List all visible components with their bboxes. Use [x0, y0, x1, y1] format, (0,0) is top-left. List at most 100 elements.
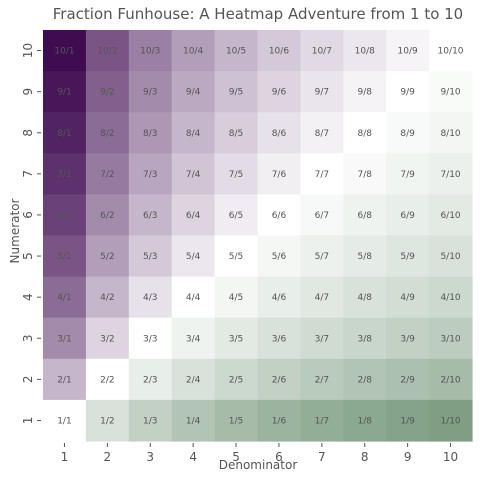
- cell-label-6-2: 6/2: [100, 211, 114, 221]
- heatmap-cell-8-8: [343, 112, 387, 154]
- cell-label-4-5: 4/5: [229, 293, 243, 303]
- heatmap-cell-8-5: [214, 112, 259, 154]
- cell-label-3-7: 3/7: [315, 334, 329, 344]
- heatmap-cell-7-7: [300, 153, 344, 195]
- heatmap-cell-5-4: [171, 235, 216, 278]
- heatmap-cell-5-2: [85, 235, 130, 278]
- x-tick-label-1: 1: [61, 450, 69, 464]
- cell-label-1-6: 1/6: [272, 416, 287, 426]
- y-axis-label: Numerator: [8, 198, 22, 263]
- cell-label-1-9: 1/9: [400, 416, 415, 426]
- heatmap-cell-3-9: [386, 317, 430, 360]
- heatmap-cell-3-7: [300, 317, 344, 360]
- cell-label-10-9: 10/9: [398, 47, 418, 57]
- cell-label-6-5: 6/5: [229, 211, 243, 221]
- cell-label-4-3: 4/3: [143, 293, 157, 303]
- heatmap-cell-3-2: [85, 317, 130, 360]
- heatmap-cell-9-9: [386, 71, 430, 113]
- cell-label-4-10: 4/10: [440, 293, 460, 303]
- heatmap-cell-9-7: [300, 71, 344, 113]
- heatmap-cell-8-9: [386, 112, 430, 154]
- cell-label-5-10: 5/10: [440, 252, 460, 262]
- cell-label-4-2: 4/2: [100, 293, 114, 303]
- heatmap-cell-3-4: [171, 317, 216, 360]
- cell-label-10-5: 10/5: [226, 47, 246, 57]
- heatmap-cell-9-5: [214, 71, 259, 113]
- cell-label-2-6: 2/6: [272, 375, 287, 385]
- heatmap-cell-6-6: [257, 194, 301, 237]
- cell-label-1-2: 1/2: [100, 416, 114, 426]
- heatmap-cell-4-5: [214, 276, 259, 319]
- heatmap-cell-10-5: [214, 30, 259, 72]
- cell-label-8-3: 8/3: [143, 129, 157, 139]
- heatmap-cell-2-10: [429, 358, 473, 401]
- heatmap-cell-4-1: [43, 276, 87, 319]
- heatmap-cell-5-3: [128, 235, 173, 278]
- heatmap-cell-1-10: [429, 399, 473, 442]
- heatmap-cell-7-2: [85, 153, 130, 195]
- heatmap-cell-3-10: [429, 317, 473, 360]
- cell-label-3-4: 3/4: [186, 334, 201, 344]
- heatmap-cell-1-9: [386, 399, 430, 442]
- chart-title: Fraction Funhouse: A Heatmap Adventure f…: [53, 5, 463, 23]
- heatmap-cell-9-10: [429, 71, 473, 113]
- cell-label-4-6: 4/6: [272, 293, 287, 303]
- cell-label-3-1: 3/1: [57, 334, 71, 344]
- cell-label-5-7: 5/7: [315, 252, 329, 262]
- cell-label-7-10: 7/10: [440, 170, 460, 180]
- heatmap-cell-4-2: [85, 276, 130, 319]
- cell-label-1-1: 1/1: [57, 416, 71, 426]
- cell-label-2-10: 2/10: [440, 375, 460, 385]
- cell-label-7-8: 7/8: [358, 170, 373, 180]
- cell-label-5-6: 5/6: [272, 252, 287, 262]
- heatmap-cell-4-3: [128, 276, 173, 319]
- cell-label-7-4: 7/4: [186, 170, 201, 180]
- x-tick-label-9: 9: [404, 450, 412, 464]
- cell-label-10-3: 10/3: [140, 47, 160, 57]
- cell-label-5-9: 5/9: [400, 252, 415, 262]
- heatmap-cell-6-7: [300, 194, 344, 237]
- heatmap-cell-3-3: [128, 317, 173, 360]
- cell-label-9-6: 9/6: [272, 88, 287, 98]
- x-axis-label: Denominator: [219, 458, 298, 472]
- x-tick-label-6: 6: [275, 450, 283, 464]
- heatmap-cell-6-8: [343, 194, 387, 237]
- heatmap-cell-7-8: [343, 153, 387, 195]
- heatmap-cell-2-6: [257, 358, 301, 401]
- cell-label-7-1: 7/1: [57, 170, 71, 180]
- x-tick-label-8: 8: [361, 450, 369, 464]
- heatmap-cell-1-8: [343, 399, 387, 442]
- heatmap-cell-8-2: [85, 112, 130, 154]
- heatmap-cell-8-6: [257, 112, 301, 154]
- heatmap-cell-3-1: [43, 317, 87, 360]
- cell-label-3-8: 3/8: [358, 334, 373, 344]
- heatmap-cell-1-2: [85, 399, 130, 442]
- cell-label-10-7: 10/7: [312, 47, 332, 57]
- heatmap-cell-6-5: [214, 194, 259, 237]
- cell-label-4-9: 4/9: [400, 293, 415, 303]
- cell-label-8-9: 8/9: [400, 129, 415, 139]
- cell-label-6-3: 6/3: [143, 211, 157, 221]
- cell-label-7-2: 7/2: [100, 170, 114, 180]
- y-axis: 1 2 3 4 5 6 7 8 9 10: [21, 43, 41, 424]
- cell-label-1-5: 1/5: [229, 416, 243, 426]
- cell-label-2-2: 2/2: [100, 375, 114, 385]
- cell-label-9-2: 9/2: [100, 88, 114, 98]
- heatmap-cell-9-8: [343, 71, 387, 113]
- heatmap-cell-4-10: [429, 276, 473, 319]
- heatmap-cell-2-4: [171, 358, 216, 401]
- cell-label-6-7: 6/7: [315, 211, 329, 221]
- heatmap-cell-10-6: [257, 30, 301, 72]
- cell-label-2-7: 2/7: [315, 375, 329, 385]
- heatmap-cell-2-9: [386, 358, 430, 401]
- cell-label-5-5: 5/5: [229, 252, 243, 262]
- heatmap-cell-6-1: [43, 194, 87, 237]
- heatmap-cell-10-4: [171, 30, 216, 72]
- x-tick-label-10: 10: [443, 450, 458, 464]
- cell-label-7-6: 7/6: [272, 170, 287, 180]
- x-axis: 1 2 3 4 5 6 7 8 9 10: [61, 443, 458, 464]
- cell-label-5-2: 5/2: [100, 252, 114, 262]
- heatmap-cell-5-5: [214, 235, 259, 278]
- heatmap-cell-5-9: [386, 235, 430, 278]
